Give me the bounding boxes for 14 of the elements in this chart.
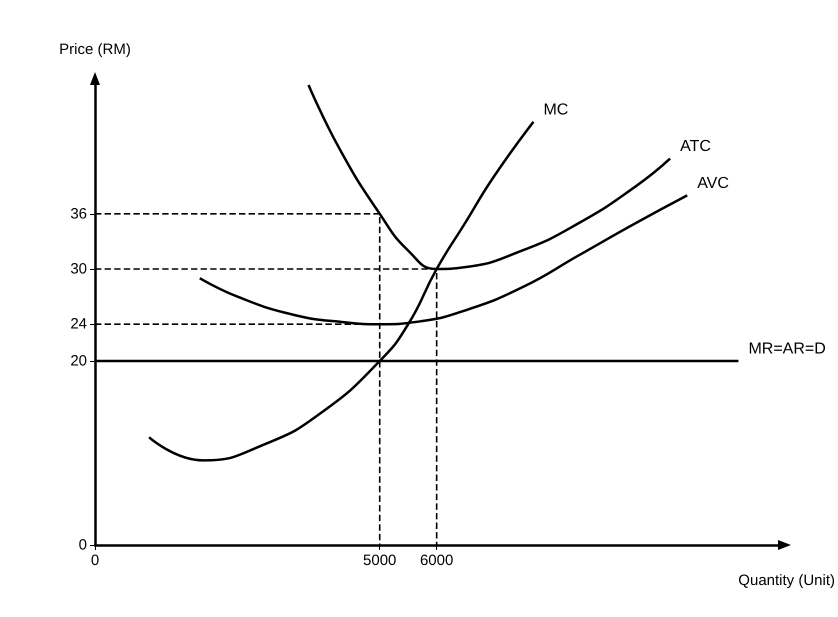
x-tick-label: 5000: [363, 552, 396, 569]
series-label: MR=AR=D: [748, 340, 826, 358]
series-label: MC: [543, 101, 568, 118]
y-axis-title: Price (RM): [59, 41, 131, 58]
x-axis-title: Quantity (Unit): [738, 572, 836, 589]
y-tick-label: 0: [78, 536, 87, 554]
y-tick-label: 30: [70, 260, 87, 278]
y-tick-label: 36: [70, 205, 87, 222]
x-tick-label: 6000: [420, 552, 454, 569]
series-label: ATC: [680, 138, 711, 156]
y-tick-label: 24: [70, 316, 87, 333]
series-label: AVC: [697, 174, 729, 192]
x-tick-label: 0: [90, 552, 100, 569]
y-tick-label: 20: [70, 352, 87, 370]
